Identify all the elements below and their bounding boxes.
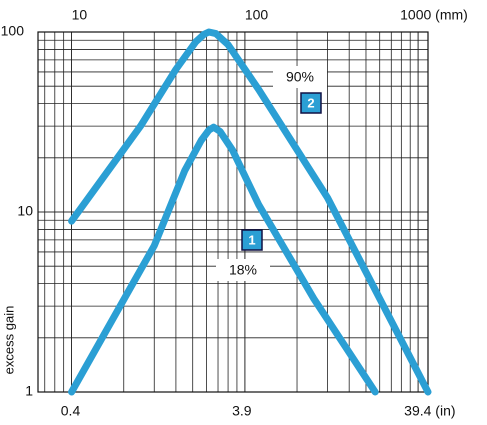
x-tick-label: 1000 (mm) [400,7,468,23]
series-badge [300,92,322,114]
series-badge [241,229,263,251]
annotation: 90% [286,69,314,85]
series-name: 1 [248,232,255,247]
y-tick-label: 100 [1,23,25,39]
series-name: 2 [307,95,314,110]
annotation-box [273,66,327,88]
x-tick-label: 100 [245,7,269,23]
line [68,123,379,396]
annotation-box [216,259,270,281]
x2-tick-label: 39.4 (in) [404,403,455,419]
y-tick-label: 10 [17,203,33,219]
y-tick-label: 1 [25,383,33,399]
x2-tick-label: 3.9 [232,403,252,419]
x-tick-label: 10 [72,7,88,23]
x2-tick-label: 0.4 [61,403,81,419]
line [68,28,432,396]
plot-frame [37,31,429,393]
annotation: 18% [229,262,257,278]
y-axis-label: excess gain [1,306,16,375]
